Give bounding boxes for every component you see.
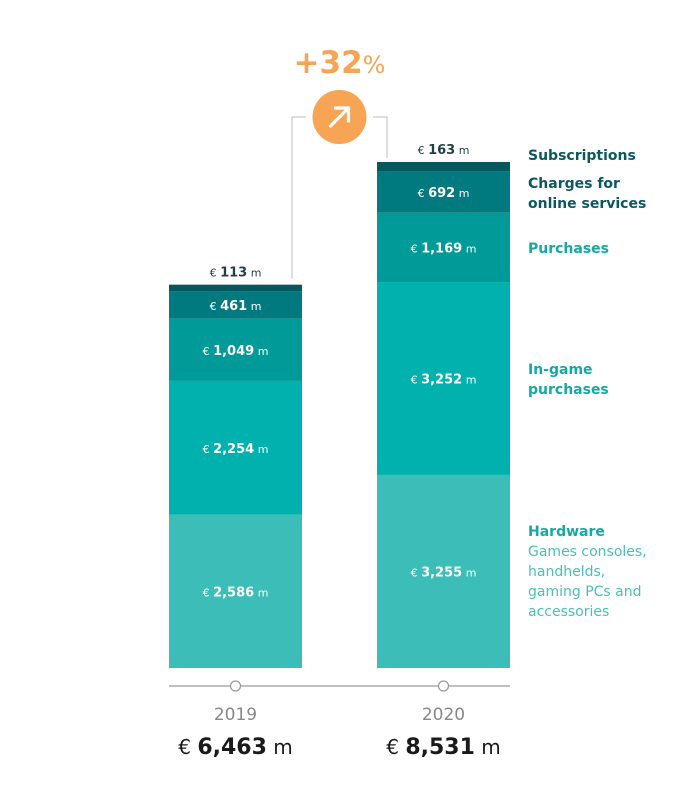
value-label-in_game-2019: € 2,254 m bbox=[203, 442, 269, 457]
total-currency: € bbox=[178, 735, 197, 759]
unit-label: m bbox=[455, 187, 469, 200]
value-number: 1,049 bbox=[213, 344, 254, 359]
legend-hardware-subtext-2: handhelds, bbox=[528, 564, 605, 580]
value-label-hardware-2020: € 3,255 m bbox=[411, 565, 477, 580]
legend-in_game-line-2: purchases bbox=[528, 382, 609, 398]
x-axis-tick-label-2019: 2019 bbox=[214, 705, 257, 725]
arrow-shaft bbox=[328, 106, 351, 128]
value-number: 461 bbox=[220, 299, 247, 314]
value-label-charges-2020: € 692 m bbox=[418, 186, 470, 201]
currency-symbol: € bbox=[203, 586, 214, 599]
currency-symbol: € bbox=[210, 267, 221, 280]
value-number: 1,169 bbox=[421, 241, 462, 256]
bar-segment-charges-2019 bbox=[169, 291, 302, 319]
legend-hardware-subtext-3: gaming PCs and bbox=[528, 584, 642, 600]
unit-label: m bbox=[254, 586, 268, 599]
arrow-up-right-icon bbox=[328, 106, 351, 128]
value-number: 163 bbox=[428, 143, 455, 158]
legend-hardware-subtext-1: Games consoles, bbox=[528, 544, 647, 560]
value-number: 113 bbox=[220, 266, 247, 281]
currency-symbol: € bbox=[411, 373, 422, 386]
unit-label: m bbox=[247, 300, 261, 313]
legend-charges-line-1: Charges for bbox=[528, 176, 620, 192]
growth-suffix: % bbox=[363, 51, 386, 79]
total-unit: m bbox=[475, 735, 501, 759]
unit-label: m bbox=[462, 566, 476, 579]
currency-symbol: € bbox=[411, 566, 422, 579]
currency-symbol: € bbox=[210, 300, 221, 313]
currency-symbol: € bbox=[418, 187, 429, 200]
value-number: 2,254 bbox=[213, 442, 254, 457]
x-axis-tick-label-2020: 2020 bbox=[422, 705, 465, 725]
total-label-2019: € 6,463 m bbox=[178, 735, 293, 760]
value-label-subscriptions-2019: € 113 m bbox=[210, 266, 262, 281]
growth-value: +32 bbox=[294, 45, 363, 81]
value-number: 692 bbox=[428, 186, 455, 201]
bar-segment-purchases-2019 bbox=[169, 318, 302, 381]
bar-segment-subscriptions-2020 bbox=[377, 162, 510, 172]
currency-symbol: € bbox=[418, 144, 429, 157]
legend-hardware-line-1: Hardware bbox=[528, 524, 605, 540]
legend-purchases-line-1: Purchases bbox=[528, 241, 609, 257]
currency-symbol: € bbox=[203, 345, 214, 358]
bar-segment-in_game-2020 bbox=[377, 282, 510, 475]
value-label-purchases-2020: € 1,169 m bbox=[411, 241, 477, 256]
bar-segment-hardware-2020 bbox=[377, 474, 510, 668]
unit-label: m bbox=[247, 267, 261, 280]
growth-connector-right bbox=[373, 116, 388, 158]
unit-label: m bbox=[254, 345, 268, 358]
bar-segment-in_game-2019 bbox=[169, 380, 302, 515]
value-number: 2,586 bbox=[213, 585, 254, 600]
total-unit: m bbox=[267, 735, 293, 759]
x-axis-marker-2020 bbox=[437, 680, 450, 692]
value-number: 3,255 bbox=[421, 565, 462, 580]
unit-label: m bbox=[455, 144, 469, 157]
value-label-hardware-2019: € 2,586 m bbox=[203, 585, 269, 600]
bar-segment-subscriptions-2019 bbox=[169, 284, 302, 292]
legend-subscriptions-line-1: Subscriptions bbox=[528, 148, 636, 164]
value-label-purchases-2019: € 1,049 m bbox=[203, 344, 269, 359]
bar-segment-hardware-2019 bbox=[169, 514, 302, 668]
value-number: 3,252 bbox=[421, 372, 462, 387]
legend-hardware-subtext-4: accessories bbox=[528, 604, 609, 620]
growth-percentage: +32% bbox=[294, 45, 386, 81]
value-label-in_game-2020: € 3,252 m bbox=[411, 372, 477, 387]
total-label-2020: € 8,531 m bbox=[386, 735, 501, 760]
total-value: 6,463 bbox=[197, 735, 267, 760]
value-label-subscriptions-2020: € 163 m bbox=[418, 143, 470, 158]
bar-segment-charges-2020 bbox=[377, 171, 510, 213]
currency-symbol: € bbox=[411, 242, 422, 255]
total-currency: € bbox=[386, 735, 405, 759]
value-label-charges-2019: € 461 m bbox=[210, 299, 262, 314]
unit-label: m bbox=[462, 242, 476, 255]
legend-charges-line-2: online services bbox=[528, 196, 646, 212]
legend-in_game-line-1: In-game bbox=[528, 362, 593, 378]
x-axis-marker-2019 bbox=[229, 680, 242, 692]
currency-symbol: € bbox=[203, 443, 214, 456]
growth-connector-left bbox=[291, 116, 306, 279]
total-value: 8,531 bbox=[405, 735, 475, 760]
arrow-head bbox=[333, 106, 351, 123]
unit-label: m bbox=[254, 443, 268, 456]
bar-segment-purchases-2020 bbox=[377, 212, 510, 283]
unit-label: m bbox=[462, 373, 476, 386]
